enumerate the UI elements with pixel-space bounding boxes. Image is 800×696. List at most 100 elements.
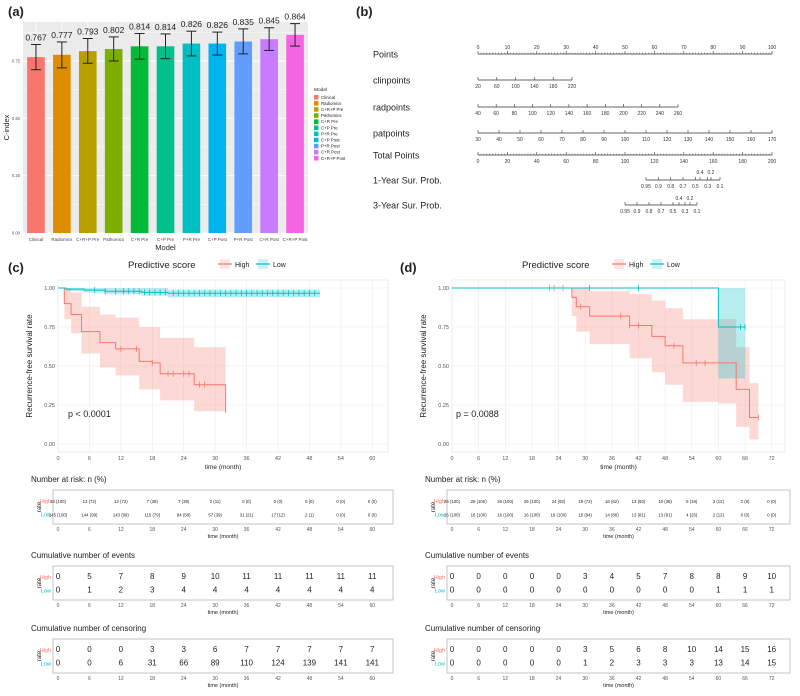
- x-tick-label: C+R+P Pre: [76, 237, 99, 242]
- x-tick-label: 66: [742, 456, 748, 462]
- censoring-table-cell: 0: [56, 645, 61, 654]
- nomogram-tick-label: 20: [534, 45, 540, 51]
- x-tick-label: 6: [88, 527, 91, 533]
- risk-table-cell: 16 (100): [497, 512, 514, 517]
- risk-table-cell: 16 (62): [605, 499, 619, 504]
- events-table-cell: 7: [663, 572, 668, 581]
- censoring-table-frame: [52, 638, 394, 674]
- x-tick-label: 42: [275, 603, 281, 609]
- nomogram-tick-label: 60: [493, 111, 499, 117]
- censoring-table-cell: 3: [583, 645, 588, 654]
- nomogram-tick-label: 80: [512, 111, 518, 117]
- x-axis-title: Model: [155, 243, 176, 252]
- x-tick-label: 18: [150, 676, 156, 682]
- events-table-frame: [446, 565, 791, 601]
- y-tick-label: 0.75: [12, 58, 21, 63]
- nomogram-tick-label: 200: [768, 159, 777, 165]
- x-tick-label: 48: [307, 676, 313, 682]
- nomogram-tick-label: 220: [637, 111, 646, 117]
- events-table-cell: 0: [503, 585, 508, 594]
- legend-key: [314, 95, 319, 100]
- censoring-table-cell: 1: [583, 658, 588, 667]
- nomogram-tick-label: 70: [681, 45, 687, 51]
- legend-key-high-band: [614, 259, 624, 269]
- legend-key: [314, 131, 319, 137]
- legend-label-low: Low: [667, 262, 681, 269]
- x-tick-label: 54: [689, 603, 695, 609]
- strata-high: High: [434, 499, 445, 505]
- x-tick-label: 24: [181, 527, 187, 533]
- value-label: 0.793: [77, 27, 99, 37]
- censoring-table-cell: 3: [150, 645, 155, 654]
- nomogram-tick-label: 0.7: [680, 184, 687, 190]
- x-tick-label: 0: [57, 603, 60, 609]
- x-tick-label: 60: [716, 603, 722, 609]
- x-axis-title: time (month): [603, 683, 634, 689]
- censoring-table-cell: 7: [276, 645, 281, 654]
- censoring-table-cell: 0: [450, 658, 455, 667]
- panel-a-bar-chart: 0.00 0.25 0.50 0.75 0.767 Clinical 0.777 Radiom…: [2, 12, 346, 252]
- y-tick-label: 0.75: [438, 325, 449, 331]
- x-axis-title: time (month): [205, 464, 241, 471]
- censoring-table-cell: 31: [148, 658, 157, 667]
- events-table-cell: 1: [743, 585, 748, 594]
- events-table-cell: 8: [150, 572, 155, 581]
- censoring-table-cell: 0: [476, 645, 481, 654]
- censoring-table-cell: 15: [741, 645, 750, 654]
- risk-table-title: Number at risk: n (%): [425, 475, 501, 484]
- legend-title: Model: [314, 87, 327, 93]
- strata-high: High: [434, 575, 445, 581]
- nomogram-tick-label: 120: [650, 159, 659, 165]
- censoring-table-cell: 139: [303, 658, 317, 667]
- nomogram-tick-label: 60: [538, 137, 544, 143]
- nomogram-tick-label: 0.9: [634, 209, 641, 215]
- x-tick-label: 24: [556, 603, 562, 609]
- nomogram-tick-label: 40: [496, 137, 502, 143]
- events-table-cell: 8: [690, 572, 695, 581]
- events-table-cell: 8: [716, 572, 721, 581]
- nomogram-tick-label: 40: [534, 159, 540, 165]
- nomogram-tick-label: 60: [652, 45, 658, 51]
- nomogram-tick-label: 80: [710, 45, 716, 51]
- x-tick-label: 60: [716, 527, 722, 533]
- legend-label: C+R+P Pre: [321, 107, 344, 112]
- nomogram-tick-label: 0: [477, 45, 480, 51]
- x-tick-label: 36: [609, 527, 615, 533]
- censoring-table-cell: 0: [450, 645, 455, 654]
- risk-table-cell: 115 (79): [144, 512, 160, 517]
- x-tick-label: 18: [529, 676, 535, 682]
- nomogram-tick-label: 130: [684, 137, 693, 143]
- nomogram-row-label: 1-Year Sur. Prob.: [373, 176, 442, 186]
- y-axis-title: Recurrence-free survival rate: [25, 314, 34, 418]
- x-tick-label: 54: [689, 456, 695, 462]
- legend-key: [314, 101, 319, 106]
- events-table-cell: 11: [242, 572, 251, 581]
- events-table-cell: 4: [213, 585, 218, 594]
- legend-key: [314, 125, 319, 130]
- x-tick-label: 42: [636, 676, 642, 682]
- censoring-table-cell: 89: [211, 658, 220, 667]
- x-tick-label: 54: [338, 676, 344, 682]
- nomogram-tick-label: 180: [549, 84, 558, 90]
- survival-curve-high: [58, 287, 227, 413]
- risk-table-cell: 2 (8): [741, 499, 750, 504]
- x-axis-title: time (month): [208, 534, 239, 540]
- nomogram-tick-label: 150: [726, 137, 735, 143]
- risk-table-cell: 31 (21): [240, 512, 254, 517]
- x-tick-label: 60: [715, 456, 721, 462]
- x-tick-label: 36: [244, 456, 250, 462]
- nomogram-tick-label: 0.95: [641, 184, 651, 190]
- x-tick-label: 72: [769, 456, 775, 462]
- x-tick-label: 36: [609, 676, 615, 682]
- risk-table-cell: 0 (0): [741, 512, 750, 517]
- x-axis-title: time (month): [208, 610, 239, 616]
- censoring-table-cell: 13: [714, 658, 723, 667]
- nomogram-row-label: patpoints: [373, 129, 410, 139]
- x-tick-label: 60: [716, 676, 722, 682]
- x-tick-label: 6: [477, 603, 480, 609]
- events-table-cell: 9: [743, 572, 748, 581]
- strata-low: Low: [41, 661, 51, 667]
- nomogram-tick-label: 260: [674, 111, 683, 117]
- events-table-cell: 10: [767, 572, 776, 581]
